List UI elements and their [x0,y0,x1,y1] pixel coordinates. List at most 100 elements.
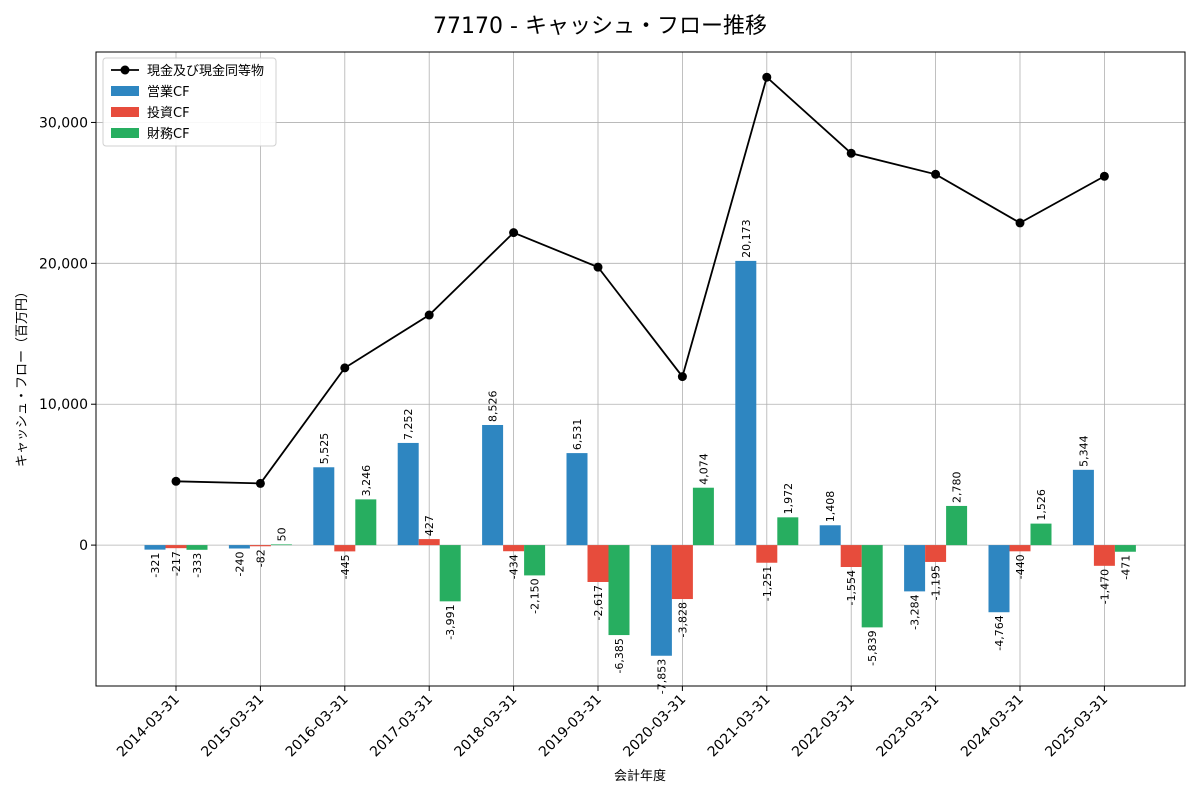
legend-box [102,57,277,147]
bar-financing [355,499,377,546]
y-tick-label: 0 [79,538,88,554]
legend-bar-swatch [111,128,139,138]
bar-value-label: 1,408 [824,491,837,523]
bars-layer [144,260,1136,656]
bar-investing [1093,545,1115,566]
bar-value-label: 7,252 [402,408,415,440]
bar-value-label: -3,991 [444,604,457,639]
bar-financing [692,487,714,546]
cash-point [931,169,941,179]
bar-operating [482,424,504,546]
y-axis-label: キャッシュ・フロー（百万円） [15,285,30,467]
bar-operating [904,545,926,592]
bar-value-label: -471 [1119,555,1132,580]
bar-operating [397,442,419,546]
bar-operating [144,545,166,550]
x-tick-label: 2019-03-31 [536,692,605,761]
cash-point [1099,171,1109,181]
x-tick-label: 2024-03-31 [958,692,1027,761]
bar-value-label: 50 [275,527,288,541]
bar-value-label: 3,246 [360,465,373,497]
bar-value-label: -1,554 [845,570,858,605]
legend-bar-swatch [111,86,139,96]
bar-value-label: 427 [423,515,436,536]
cash-point [762,72,772,82]
cash-point [340,363,350,373]
bar-value-label: 2,780 [951,471,964,503]
bar-financing [861,545,883,628]
bar-value-label: -5,839 [866,630,879,665]
bar-value-label: -6,385 [613,638,626,673]
bar-financing [439,545,461,602]
cash-line [175,75,1105,485]
legend-label: 営業CF [147,84,190,100]
cash-point [1015,218,1025,228]
bar-operating [566,453,588,546]
cash-point [509,228,519,238]
legend-label: 財務CF [147,127,190,142]
grid-lines [96,52,1185,686]
bar-operating [819,525,841,546]
bar-operating [1072,469,1094,546]
bar-operating [988,545,1010,613]
cash-point [593,262,603,272]
bar-operating [650,545,672,656]
bar-value-label: -1,470 [1098,569,1111,604]
legend-label: 現金及び現金同等物 [147,63,264,79]
bar-value-label: -3,284 [909,594,922,629]
bar-value-label: -2,617 [592,585,605,620]
bar-investing [165,545,187,549]
bar-financing [524,545,546,576]
bar-value-label: 5,525 [318,433,331,465]
bar-value-label: -445 [339,554,352,579]
cash-point [677,372,687,382]
bar-value-label: 1,972 [782,483,795,515]
bar-investing [249,545,271,547]
bar-financing [270,544,292,546]
bar-value-label: -2,150 [529,578,542,613]
bar-value-label: 6,531 [571,419,584,451]
x-tick-label: 2015-03-31 [198,692,267,761]
x-tick-label: 2014-03-31 [114,692,183,761]
bar-financing [608,545,630,636]
bar-value-label: -440 [1014,554,1027,579]
bar-value-label: 20,173 [740,219,753,258]
x-tick-label: 2025-03-31 [1042,692,1111,761]
cash-line-layer [171,72,1109,488]
bar-investing [671,545,693,600]
bar-value-label: -333 [191,553,204,578]
bar-investing [503,545,525,552]
x-axis-label: 会計年度 [614,768,666,784]
x-tick-label: 2017-03-31 [367,692,436,761]
bar-investing [1009,545,1031,552]
bar-value-label: -4,764 [993,615,1006,650]
bar-operating [228,545,250,549]
plot-frame [95,51,1186,687]
x-tick-label: 2021-03-31 [705,692,774,761]
x-tick-label: 2016-03-31 [283,692,352,761]
bar-value-label: 1,526 [1035,489,1048,521]
bar-labels-layer: -321 -240 5,525 7,252 8,526 6,531 -7,853 20,173… [149,219,1132,694]
cash-point [846,148,856,158]
bar-investing [418,539,440,546]
legend-bar-swatch [111,107,139,117]
x-tick-label: 2020-03-31 [620,692,689,761]
legend-label: 投資CF [147,105,190,121]
bar-financing [1114,545,1136,552]
bar-value-label: -3,828 [676,602,689,637]
bar-operating [735,260,757,546]
y-tick-label: 10,000 [39,397,88,413]
bar-value-label: 4,074 [697,453,710,485]
bar-value-label: -434 [508,554,521,579]
legend-marker [120,65,130,75]
bar-investing [587,545,609,582]
bar-financing [186,545,208,550]
bar-financing [1030,523,1052,546]
bar-value-label: 5,344 [1077,435,1090,467]
y-tick-label: 20,000 [39,256,88,272]
bar-operating [313,467,335,546]
bar-investing [840,545,862,568]
x-tick-label: 2018-03-31 [452,692,521,761]
